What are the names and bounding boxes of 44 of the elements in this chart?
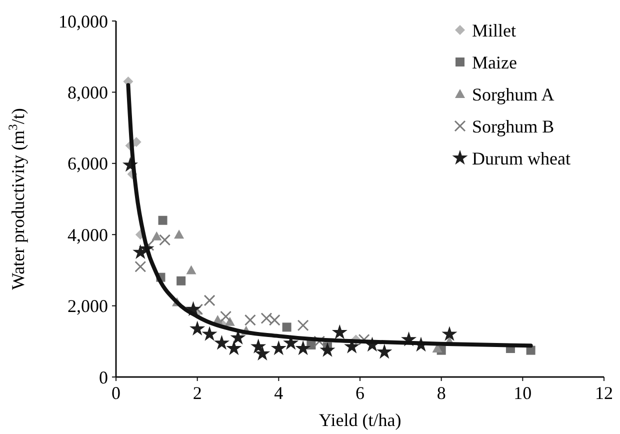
- point: [250, 338, 266, 354]
- legend-label: Durum wheat: [472, 148, 570, 168]
- point: [282, 322, 292, 332]
- point: [186, 265, 196, 274]
- point: [226, 340, 242, 356]
- x-tick-label: 4: [274, 383, 284, 403]
- point: [220, 310, 232, 322]
- x-tick-label: 10: [514, 383, 532, 403]
- y-tick-label: 6,000: [68, 154, 108, 174]
- y-tick-label: 8,000: [68, 82, 108, 102]
- x-tick-label: 8: [436, 383, 446, 403]
- x-tick-label: 12: [595, 383, 613, 403]
- y-tick-label: 2,000: [68, 296, 108, 316]
- point: [295, 340, 311, 356]
- x-tick-label: 0: [112, 383, 120, 403]
- y-tick-label: 0: [99, 367, 108, 388]
- point: [376, 344, 392, 359]
- y-tick-label: 4,000: [68, 224, 108, 245]
- point: [320, 342, 336, 357]
- legend-label: Millet: [472, 20, 516, 40]
- point: [244, 314, 256, 326]
- point: [214, 335, 230, 350]
- point: [176, 276, 186, 286]
- point: [152, 231, 162, 240]
- point: [202, 326, 218, 341]
- point: [158, 216, 168, 225]
- x-tick-label: 2: [192, 383, 202, 403]
- legend-label: Maize: [472, 52, 517, 72]
- y-tick-label: 10,000: [58, 11, 108, 32]
- x-tick-label: 6: [356, 383, 364, 403]
- legend-label: Sorghum A: [472, 84, 554, 104]
- point: [190, 320, 206, 336]
- point: [174, 230, 184, 239]
- point: [254, 346, 270, 360]
- point: [332, 324, 348, 340]
- x-axis-title: Yield (t/ha): [318, 410, 402, 430]
- point: [134, 260, 146, 272]
- point: [270, 340, 286, 356]
- point: [204, 294, 216, 306]
- legend-label: Sorghum B: [472, 116, 554, 136]
- point: [297, 320, 309, 332]
- point: [159, 234, 171, 246]
- point: [314, 336, 326, 348]
- point: [442, 326, 458, 341]
